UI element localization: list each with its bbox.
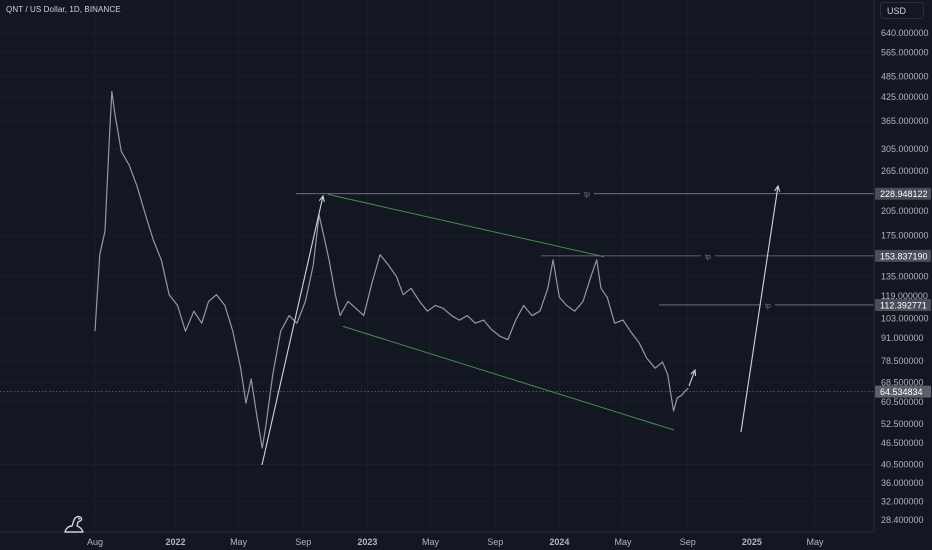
y-tick-label: 60.500000: [881, 397, 924, 407]
x-tick-label: May: [806, 537, 824, 547]
bounce-arrow-head: [690, 368, 697, 377]
price-tag-box: [875, 249, 931, 262]
y-tick-label: 68.500000: [881, 377, 924, 387]
price-tag-box: [875, 385, 931, 398]
price-line: [94, 90, 689, 449]
y-tick-label: 91.000000: [881, 333, 924, 343]
price-series: [94, 90, 689, 449]
x-tick-label: May: [615, 537, 633, 547]
time-axis[interactable]: Aug 2022 May Sep 2023 May Sep 2024 May Sep 2025 May: [0, 531, 874, 547]
y-tick-label: 175.000000: [881, 231, 929, 241]
x-tick-label: Aug: [87, 537, 103, 547]
x-tick-label: Sep: [487, 537, 503, 547]
price-tag-label: 112.392771: [880, 300, 927, 310]
y-tick-label: 46.500000: [881, 438, 924, 448]
target-arrow: [740, 185, 779, 433]
x-tick-label: Sep: [295, 537, 311, 547]
y-tick-label: 135.000000: [881, 271, 929, 281]
price-tags: 228.948122 153.837190 112.392771 64.534834: [875, 187, 931, 398]
y-tick-label: 305.000000: [881, 144, 929, 154]
price-tag-box: [875, 187, 931, 200]
x-tick-label: May: [422, 537, 440, 547]
chart-drawings: tp tp tp: [0, 184, 874, 466]
y-tick-label: 119.000000: [881, 291, 928, 301]
tp-label-bg: [580, 188, 594, 198]
rally-arrow: [261, 195, 324, 466]
y-tick-label: 365.000000: [881, 116, 929, 126]
price-tag-box: [875, 298, 931, 311]
y-tick-label: 36.000000: [881, 478, 924, 488]
y-tick-label: 565.000000: [881, 47, 929, 57]
x-tick-label: May: [230, 537, 248, 547]
y-tick-label: 28.400000: [881, 515, 924, 525]
x-tick-label: 2023: [357, 537, 377, 547]
rally-arrow-head: [318, 194, 325, 202]
tp-label: tp: [584, 192, 590, 199]
x-tick-label: 2022: [165, 537, 185, 547]
price-tag-label: 153.837190: [880, 251, 928, 261]
chart-grid: [0, 0, 874, 532]
x-tick-label: 2025: [742, 537, 762, 547]
channel-upper-line: [327, 193, 605, 258]
price-tag-label: 228.948122: [880, 189, 928, 199]
y-tick-label: 52.500000: [881, 419, 924, 429]
y-tick-label: 40.500000: [881, 460, 924, 470]
y-tick-label: 32.000000: [881, 496, 924, 506]
bounce-arrow: [688, 369, 696, 387]
y-tick-label: 485.000000: [881, 71, 929, 81]
currency-button[interactable]: USD: [880, 2, 924, 19]
x-tick-label: Sep: [680, 537, 696, 547]
symbol-title[interactable]: QNT / US Dollar, 1D, BINANCE: [6, 5, 121, 14]
tp-label: tp: [765, 303, 771, 310]
y-tick-label: 265.000000: [881, 166, 929, 176]
y-tick-label: 425.000000: [881, 92, 929, 102]
channel-lower-line: [342, 325, 675, 431]
tradingview-dino-icon[interactable]: [63, 514, 85, 534]
y-tick-label: 103.000000: [881, 314, 929, 324]
y-tick-label: 640.000000: [881, 28, 929, 38]
y-tick-label: 78.500000: [881, 356, 924, 366]
price-axis[interactable]: 640.000000 565.000000 485.000000 425.000000…: [873, 0, 929, 532]
tp-label-bg: [761, 299, 775, 309]
target-arrow-head: [774, 184, 781, 192]
tp-label: tp: [705, 254, 711, 261]
y-tick-label: 205.000000: [881, 206, 929, 216]
x-tick-label: 2024: [549, 537, 569, 547]
tp-label-bg: [701, 250, 715, 260]
price-tag-label: 64.534834: [880, 387, 923, 397]
